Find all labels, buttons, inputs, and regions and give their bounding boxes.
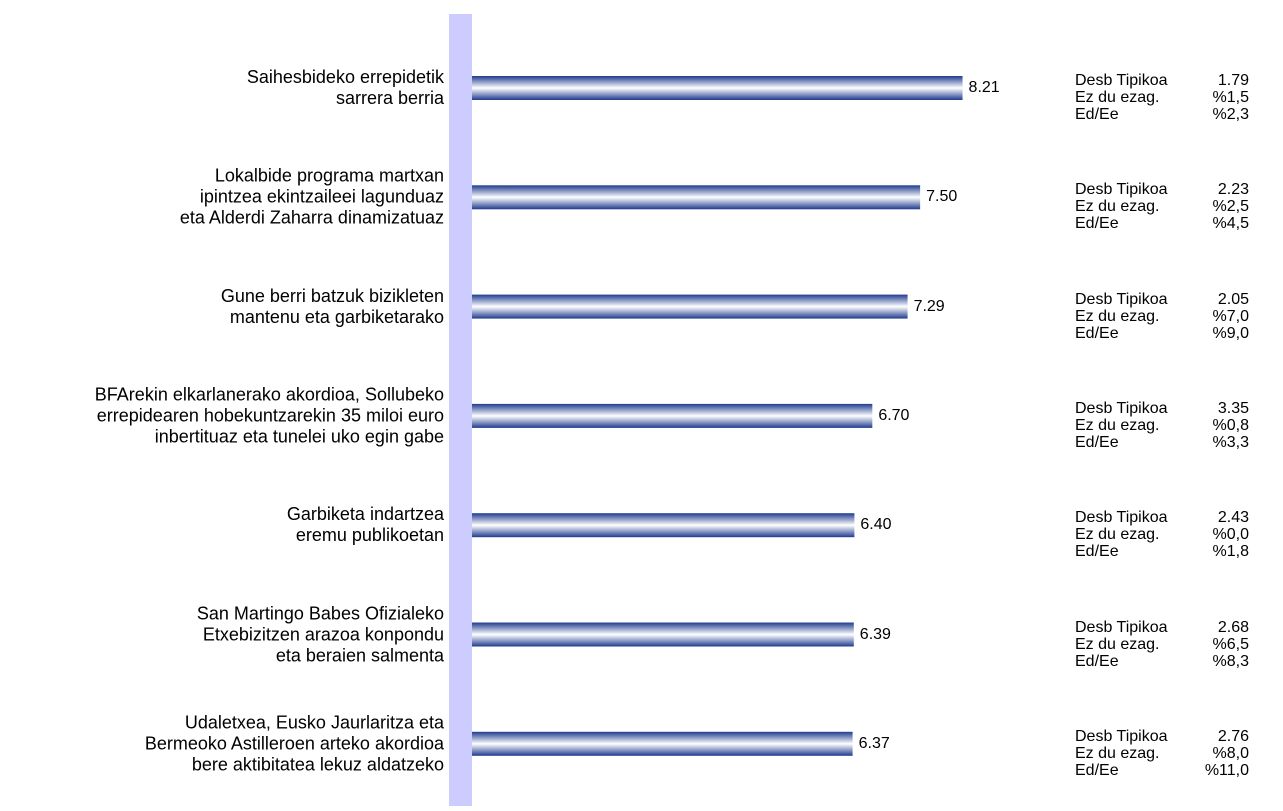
stats-row: Ez du ezag. %0,0: [1075, 526, 1249, 543]
stats-row: Desb Tipikoa 3.35: [1075, 400, 1249, 417]
stats-label: Ez du ezag.: [1075, 307, 1160, 325]
stats-label: Ed/Ee: [1075, 543, 1119, 561]
stats-label: Ed/Ee: [1075, 433, 1119, 451]
stats-block: Desb Tipikoa 2.76 Ez du ezag. %8,0 Ed/Ee %11,…: [1075, 728, 1249, 779]
stats-value: %4,5: [1212, 215, 1249, 233]
stats-label: Desb Tipikoa: [1075, 72, 1168, 89]
stats-row: Ed/Ee %8,3: [1075, 653, 1249, 670]
stats-value: %7,0: [1212, 307, 1249, 325]
category-label: San Martingo Babes Ofizialeko Etxebizitz…: [196, 603, 444, 665]
stats-label: Ez du ezag.: [1075, 744, 1160, 762]
stats-value: 2.05: [1217, 290, 1249, 308]
stats-label: Ed/Ee: [1075, 761, 1119, 779]
stats-value: 2.68: [1217, 618, 1249, 636]
stats-value: %2,5: [1212, 198, 1249, 216]
data-label: 6.40: [860, 516, 892, 534]
stats-row: Ed/Ee %11,0: [1075, 762, 1249, 779]
category-label: Gune berri batzuk bizikleten mantenu eta…: [220, 285, 444, 327]
stats-block: Desb Tipikoa 2.43 Ez du ezag. %0,0 Ed/Ee %1,8: [1075, 509, 1249, 560]
stats-label: Ed/Ee: [1075, 652, 1119, 670]
stats-block: Desb Tipikoa 2.68 Ez du ezag. %6,5 Ed/Ee %8,3: [1075, 619, 1249, 670]
stats-label: Desb Tipikoa: [1075, 618, 1168, 636]
stats-label: Desb Tipikoa: [1075, 727, 1168, 745]
stats-value: 3.35: [1217, 399, 1249, 417]
data-label: 7.50: [926, 188, 958, 206]
stats-row: Ez du ezag. %0,8: [1075, 417, 1249, 434]
stats-block: Desb Tipikoa 2.05 Ez du ezag. %7,0 Ed/Ee %9,0: [1075, 291, 1249, 342]
stats-row: Ed/Ee %4,5: [1075, 215, 1249, 232]
stats-row: Ez du ezag. %6,5: [1075, 636, 1249, 653]
stats-label: Desb Tipikoa: [1075, 509, 1168, 527]
stats-row: Desb Tipikoa 1.79: [1075, 72, 1249, 89]
stats-label: Ez du ezag.: [1075, 89, 1160, 106]
stats-row: Desb Tipikoa 2.23: [1075, 181, 1249, 198]
stats-row: Ez du ezag. %8,0: [1075, 745, 1249, 762]
stats-block: Desb Tipikoa 2.23 Ez du ezag. %2,5 Ed/Ee %4,5: [1075, 181, 1249, 232]
axis-band: [449, 14, 472, 806]
bar: [472, 294, 908, 319]
stats-value: 2.23: [1217, 181, 1249, 199]
stats-value: %1,5: [1212, 89, 1249, 106]
stats-row: Ed/Ee %9,0: [1075, 325, 1249, 342]
bar: [472, 76, 963, 100]
stats-value: 2.76: [1217, 727, 1249, 745]
stats-row: Ed/Ee %1,8: [1075, 543, 1249, 560]
stats-value: %8,0: [1212, 744, 1249, 762]
stats-row: Ed/Ee %3,3: [1075, 434, 1249, 451]
stats-label: Ed/Ee: [1075, 215, 1119, 233]
stats-label: Ed/Ee: [1075, 106, 1119, 123]
data-label: 8.21: [968, 79, 1000, 96]
category-label: BFArekin elkarlanerako akordioa, Sollube…: [94, 384, 444, 447]
stats-row: Ez du ezag. %2,5: [1075, 198, 1249, 215]
stats-label: Desb Tipikoa: [1075, 181, 1168, 199]
stats-label: Ed/Ee: [1075, 324, 1119, 342]
stats-label: Desb Tipikoa: [1075, 399, 1168, 417]
stats-label: Ez du ezag.: [1075, 635, 1160, 653]
category-label: Garbiketa indartzea eremu publikoetan: [286, 504, 444, 546]
data-label: 6.70: [878, 406, 910, 424]
stats-block: Desb Tipikoa 1.79 Ez du ezag. %1,5 Ed/Ee %2,3: [1075, 72, 1249, 123]
stats-row: Ez du ezag. %7,0: [1075, 308, 1249, 325]
stats-value: %3,3: [1212, 433, 1249, 451]
stats-label: Ez du ezag.: [1075, 416, 1160, 434]
stats-row: Ez du ezag. %1,5: [1075, 89, 1249, 106]
stats-label: Ez du ezag.: [1075, 198, 1160, 216]
stats-label: Ez du ezag.: [1075, 526, 1160, 544]
stats-value: %8,3: [1212, 652, 1249, 670]
bar: [472, 622, 854, 647]
stats-value: %0,0: [1212, 526, 1249, 544]
stats-value: 2.43: [1217, 509, 1249, 527]
stats-value: %6,5: [1212, 635, 1249, 653]
bar: [472, 513, 855, 538]
data-label: 7.29: [913, 297, 945, 315]
bar: [472, 403, 873, 428]
stats-value: %11,0: [1204, 761, 1249, 779]
stats-label: Desb Tipikoa: [1075, 290, 1168, 308]
stats-value: %2,3: [1212, 106, 1249, 123]
stats-row: Desb Tipikoa 2.43: [1075, 509, 1249, 526]
stats-value: %0,8: [1212, 416, 1249, 434]
stats-value: 1.79: [1217, 72, 1249, 89]
stats-block: Desb Tipikoa 3.35 Ez du ezag. %0,8 Ed/Ee %3,3: [1075, 400, 1249, 451]
data-label: 6.39: [859, 625, 891, 643]
stats-value: %9,0: [1212, 324, 1249, 342]
category-label: Udaletxea, Eusko Jaurlaritza eta Bermeok…: [144, 712, 444, 775]
data-label: 6.37: [858, 734, 890, 752]
stats-row: Desb Tipikoa 2.05: [1075, 291, 1249, 308]
stats-row: Desb Tipikoa 2.76: [1075, 728, 1249, 745]
stats-row: Desb Tipikoa 2.68: [1075, 619, 1249, 636]
bar: [472, 185, 921, 210]
category-label: Saihesbideko errepidetik sarrera berria: [246, 67, 444, 108]
stats-row: Ed/Ee %2,3: [1075, 106, 1249, 123]
stats-value: %1,8: [1212, 543, 1249, 561]
bar: [472, 731, 853, 756]
category-label: Lokalbide programa martxan ipintzea ekin…: [179, 165, 444, 228]
